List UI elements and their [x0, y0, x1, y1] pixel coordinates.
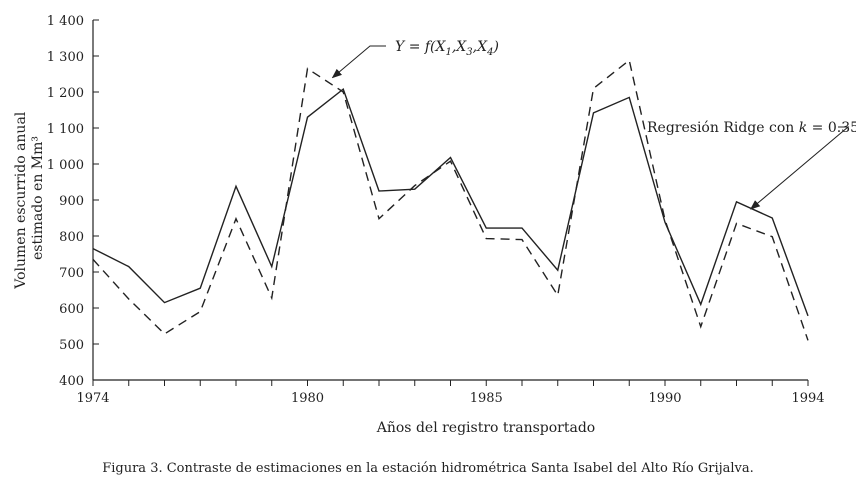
- solid-series-annotation: Regresión Ridge con k = 0.35: [647, 120, 856, 136]
- y-axis-title-line-2: estimado en Mm³: [30, 136, 46, 260]
- y-tick-label: 1 400: [47, 14, 84, 29]
- x-tick-label: 1980: [291, 391, 324, 406]
- y-tick-label: 600: [59, 302, 84, 317]
- y-tick-label: 1 000: [47, 158, 84, 173]
- ticks: 400 500 600 700 800 900 1 000 1 100 1 200 1 300 1 …: [47, 14, 825, 406]
- dashed-series-annotation: Y = f(X1,X3,X4): [395, 39, 499, 58]
- x-axis-title: Años del registro transportado: [376, 420, 595, 436]
- series: [92, 59, 809, 341]
- y-tick-label: 700: [59, 266, 84, 281]
- solid-series-line: [92, 87, 809, 317]
- dashed-annotation-arrow: [331, 45, 386, 79]
- x-tick-label: 1994: [791, 391, 824, 406]
- y-tick-label: 1 100: [47, 122, 84, 137]
- y-tick-label: 400: [59, 374, 84, 389]
- y-tick-label: 800: [59, 230, 84, 245]
- y-axis-title: Volumen escurrido anual estimado en Mm³: [13, 107, 46, 289]
- y-tick-label: 1 300: [47, 50, 84, 65]
- y-axis-title-line-1: Volumen escurrido anual: [13, 111, 29, 290]
- dashed-series-line: [92, 59, 809, 341]
- x-tick-label: 1974: [76, 391, 109, 406]
- annotations: Y = f(X1,X3,X4) Regresión Ridge con k = …: [331, 39, 856, 210]
- y-tick-label: 900: [59, 194, 84, 209]
- y-tick-label: 1 200: [47, 86, 84, 101]
- figure-caption: Figura 3. Contraste de estimaciones en l…: [102, 461, 754, 476]
- x-tick-label: 1990: [648, 391, 681, 406]
- y-tick-label: 500: [59, 338, 84, 353]
- x-tick-label: 1985: [470, 391, 503, 406]
- solid-annotation-arrow: [750, 126, 850, 210]
